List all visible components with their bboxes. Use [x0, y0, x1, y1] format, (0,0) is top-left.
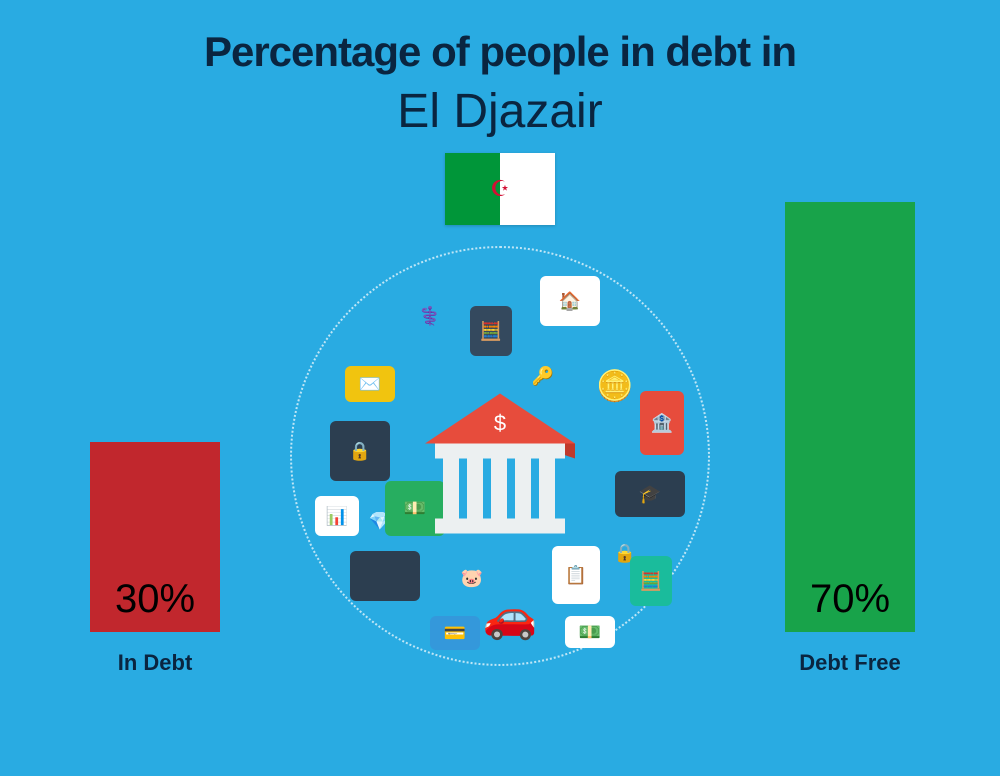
bar-label-debt_free: Debt Free	[785, 650, 915, 676]
bank-building-icon: $	[415, 389, 585, 539]
bar-label-in_debt: In Debt	[90, 650, 220, 676]
gradcap-icon: 🎓	[615, 471, 685, 517]
bar-rect-debt_free: 70%	[785, 202, 915, 632]
center-illustration: 🏠🧮⚕️✉️🔒📊💎💵🐷🚗💵💳📋🔒🧮🎓🏦🪙🔑 $	[290, 246, 710, 666]
safe-icon: 🔒	[330, 421, 390, 481]
page-subtitle: El Djazair	[0, 84, 1000, 139]
page-title: Percentage of people in debt in	[0, 0, 1000, 76]
bar-debt_free: 70% Debt Free	[785, 202, 915, 676]
coins-icon: 🪙	[590, 361, 640, 411]
key-icon: 🔑	[528, 361, 558, 391]
calculator-icon: 🧮	[470, 306, 512, 356]
flag-emblem-icon: ☪	[490, 178, 510, 200]
clipboard-icon: 📋	[552, 546, 600, 604]
briefcase-icon	[350, 551, 420, 601]
barchart-icon: 📊	[315, 496, 359, 536]
card-icon: 💳	[430, 616, 480, 650]
bar-value-in_debt: 30%	[90, 577, 220, 622]
caduceus-icon: ⚕️	[410, 286, 450, 346]
calc2-icon: 🧮	[630, 556, 672, 606]
bar-value-debt_free: 70%	[785, 577, 915, 622]
house-icon: 🏠	[540, 276, 600, 326]
phone-icon: 🏦	[640, 391, 684, 455]
bar-in_debt: 30% In Debt	[90, 442, 220, 676]
bar-rect-in_debt: 30%	[90, 442, 220, 632]
money-icon: 💵	[565, 616, 615, 648]
svg-text:$: $	[494, 411, 506, 436]
envelope-icon: ✉️	[345, 366, 395, 402]
chart-area: 🏠🧮⚕️✉️🔒📊💎💵🐷🚗💵💳📋🔒🧮🎓🏦🪙🔑 $ 30%In Debt70%Deb…	[0, 236, 1000, 736]
algeria-flag: ☪	[445, 153, 555, 225]
